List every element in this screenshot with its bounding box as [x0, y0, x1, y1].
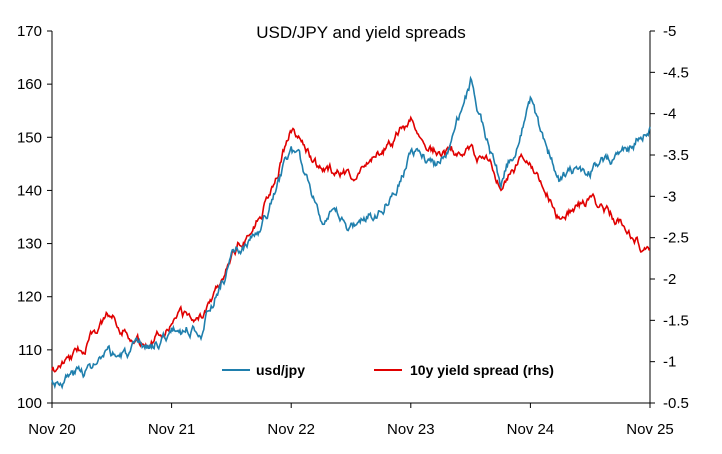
left-tick-label: 170: [17, 23, 42, 40]
legend-label-usdjpy: usd/jpy: [256, 362, 305, 378]
x-tick-label: Nov 25: [626, 421, 674, 438]
right-tick-label: -2: [663, 271, 676, 288]
plot-area: 100 110 120 130 140 150 160 170 -5 -4.5 -4 -3.5 -3 -2…: [17, 23, 689, 438]
left-tick-label: 130: [17, 236, 42, 253]
right-tick-label: -4.5: [663, 64, 689, 81]
left-tick-label: 160: [17, 76, 42, 93]
left-tick-label: 100: [17, 395, 42, 412]
x-tick-label: Nov 20: [28, 421, 76, 438]
left-tick-label: 110: [18, 342, 42, 359]
right-tick-label: -3.5: [663, 147, 689, 164]
series-line-usdjpy: [51, 75, 651, 390]
x-tick-label: Nov 22: [267, 421, 315, 438]
legend-label-yield-spread: 10y yield spread (rhs): [410, 362, 554, 378]
right-tick-label: -1: [663, 354, 676, 371]
x-tick-label: Nov 21: [148, 421, 196, 438]
right-tick-label: -4: [663, 106, 676, 123]
x-tick-label: Nov 23: [387, 421, 435, 438]
right-tick-label: -0.5: [663, 395, 689, 412]
x-tick-label: Nov 24: [507, 421, 555, 438]
right-tick-label: -3: [663, 188, 676, 205]
left-tick-label: 140: [17, 182, 42, 199]
right-tick-label: -5: [663, 23, 676, 40]
left-tick-label: 150: [17, 129, 42, 146]
series-line-yield-spread: [51, 115, 650, 373]
right-tick-label: -1.5: [663, 312, 689, 329]
right-tick-label: -2.5: [663, 230, 689, 247]
chart-title: USD/JPY and yield spreads: [256, 23, 465, 42]
left-tick-label: 120: [17, 289, 42, 306]
